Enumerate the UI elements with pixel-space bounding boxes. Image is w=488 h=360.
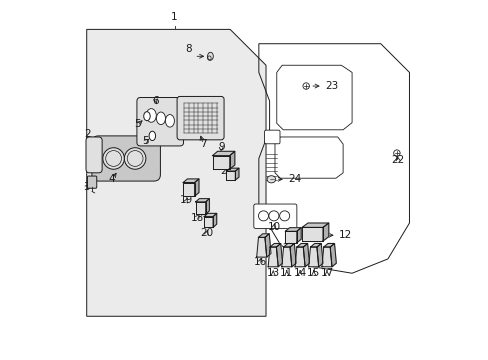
- Polygon shape: [310, 243, 321, 247]
- Text: 15: 15: [306, 268, 320, 278]
- Polygon shape: [256, 237, 266, 257]
- Text: 11: 11: [280, 268, 293, 278]
- Text: 6: 6: [152, 96, 159, 106]
- Polygon shape: [269, 243, 280, 247]
- Text: 14: 14: [293, 268, 306, 278]
- Polygon shape: [226, 168, 239, 171]
- Polygon shape: [321, 247, 331, 267]
- Polygon shape: [203, 213, 216, 217]
- Polygon shape: [183, 179, 199, 183]
- Polygon shape: [289, 243, 296, 267]
- Text: 12: 12: [339, 230, 352, 240]
- Text: 20: 20: [200, 228, 213, 238]
- Polygon shape: [226, 171, 235, 180]
- Polygon shape: [195, 199, 209, 202]
- Polygon shape: [285, 231, 296, 243]
- Ellipse shape: [149, 131, 155, 140]
- Ellipse shape: [143, 112, 150, 121]
- Polygon shape: [323, 243, 334, 247]
- Polygon shape: [294, 247, 305, 267]
- Polygon shape: [285, 228, 301, 231]
- Polygon shape: [281, 247, 291, 267]
- FancyBboxPatch shape: [92, 136, 160, 181]
- Polygon shape: [316, 243, 323, 267]
- Text: 5: 5: [142, 136, 149, 146]
- Text: 22: 22: [390, 155, 404, 165]
- FancyBboxPatch shape: [137, 98, 183, 146]
- Text: 21: 21: [220, 166, 233, 176]
- FancyBboxPatch shape: [264, 130, 280, 144]
- Polygon shape: [203, 217, 213, 227]
- Polygon shape: [267, 247, 278, 267]
- Ellipse shape: [266, 176, 275, 183]
- Text: 23: 23: [325, 81, 338, 91]
- Polygon shape: [276, 243, 282, 267]
- Text: 1: 1: [171, 12, 178, 22]
- Polygon shape: [183, 183, 194, 196]
- Text: 10: 10: [267, 222, 280, 232]
- Polygon shape: [329, 243, 336, 267]
- FancyBboxPatch shape: [87, 176, 97, 188]
- Text: 5: 5: [134, 120, 141, 129]
- Polygon shape: [195, 202, 205, 214]
- Text: 24: 24: [287, 174, 301, 184]
- Polygon shape: [229, 151, 234, 169]
- Polygon shape: [258, 234, 269, 237]
- FancyBboxPatch shape: [253, 204, 296, 228]
- Polygon shape: [235, 168, 239, 180]
- Circle shape: [124, 148, 145, 169]
- Polygon shape: [323, 223, 328, 241]
- Polygon shape: [296, 228, 301, 243]
- Text: 7: 7: [200, 139, 206, 149]
- Polygon shape: [264, 234, 270, 257]
- Text: 17: 17: [320, 268, 333, 278]
- Polygon shape: [303, 243, 309, 267]
- Polygon shape: [205, 199, 209, 214]
- FancyBboxPatch shape: [86, 137, 102, 173]
- Polygon shape: [308, 247, 318, 267]
- Polygon shape: [283, 243, 294, 247]
- Text: 13: 13: [266, 268, 279, 278]
- Text: 16: 16: [253, 257, 266, 267]
- FancyBboxPatch shape: [177, 96, 224, 140]
- Polygon shape: [213, 213, 216, 227]
- Polygon shape: [212, 151, 234, 156]
- Ellipse shape: [146, 109, 156, 122]
- Polygon shape: [296, 243, 307, 247]
- Ellipse shape: [165, 114, 174, 127]
- Text: 25: 25: [282, 243, 295, 253]
- Polygon shape: [302, 227, 323, 241]
- Text: 4: 4: [108, 174, 115, 184]
- Text: 2: 2: [84, 129, 91, 139]
- Polygon shape: [194, 179, 199, 196]
- Text: 18: 18: [190, 213, 203, 222]
- Text: 8: 8: [185, 45, 192, 54]
- Ellipse shape: [207, 52, 213, 60]
- Polygon shape: [86, 30, 265, 316]
- Text: 3: 3: [83, 182, 90, 192]
- Polygon shape: [212, 156, 229, 169]
- Text: 19: 19: [180, 195, 193, 206]
- Ellipse shape: [156, 112, 165, 125]
- Text: 9: 9: [218, 142, 224, 152]
- Circle shape: [102, 148, 124, 169]
- Polygon shape: [302, 223, 328, 227]
